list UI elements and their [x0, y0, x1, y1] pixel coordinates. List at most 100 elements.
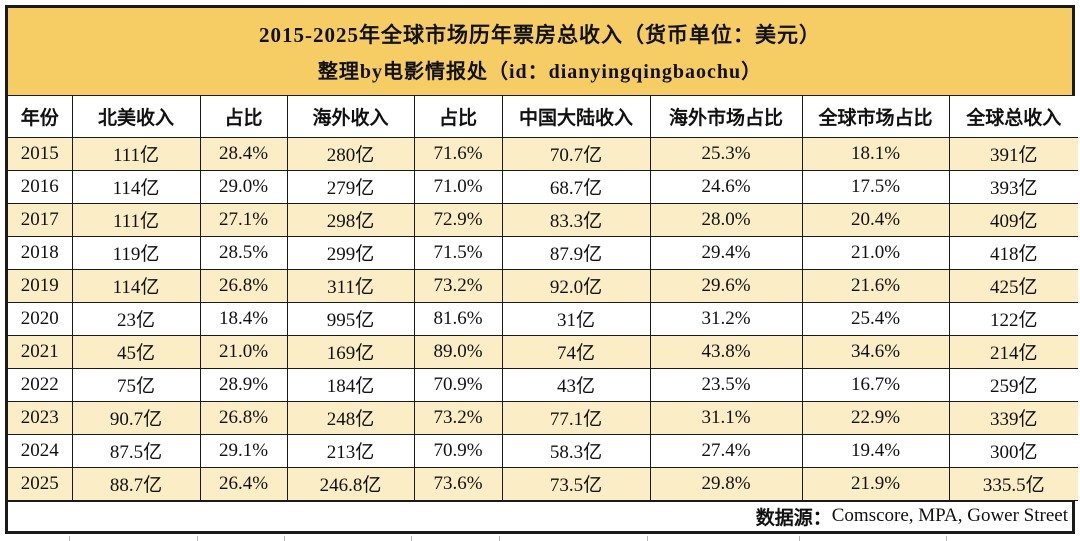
cell-2025-3: 246.8亿 — [286, 466, 415, 501]
cell-2022-0: 2022 — [8, 367, 73, 402]
cell-2022-8: 259亿 — [948, 367, 1078, 402]
cell-2016-0: 2016 — [8, 169, 73, 204]
table-row-2015: 2015 111亿 28.4% 280亿 71.6% 70.7亿 25.3% 18.1% 391… — [8, 136, 1078, 171]
box-office-table: 2015-2025年全球市场历年票房总收入（货币单位：美元） 整理by电影情报处… — [5, 5, 1078, 534]
cell-2015-6: 25.3% — [649, 136, 803, 171]
cell-2019-7: 21.6% — [801, 268, 950, 303]
gridline-tick — [647, 536, 648, 541]
cell-2016-3: 279亿 — [286, 169, 415, 204]
cell-2025-8: 335.5亿 — [948, 466, 1078, 501]
cell-2018-7: 21.0% — [801, 235, 950, 270]
cell-2017-5: 83.3亿 — [501, 202, 651, 237]
column-header-5: 中国大陆收入 — [501, 96, 651, 138]
table-row-2024: 2024 87.5亿 29.1% 213亿 70.9% 58.3亿 27.4% 19.4% 30… — [8, 433, 1078, 468]
gridline-tick — [946, 536, 947, 541]
cell-2015-5: 70.7亿 — [501, 136, 651, 171]
cell-2019-8: 425亿 — [948, 268, 1078, 303]
cell-2016-4: 71.0% — [413, 169, 503, 204]
cell-2023-4: 73.2% — [413, 400, 503, 435]
table-row-2019: 2019 114亿 26.8% 311亿 73.2% 92.0亿 29.6% 21.6% 425… — [8, 268, 1078, 303]
column-header-0: 年份 — [8, 96, 73, 138]
cell-2018-1: 119亿 — [71, 235, 201, 270]
cell-2023-5: 77.1亿 — [501, 400, 651, 435]
cell-2023-6: 31.1% — [649, 400, 803, 435]
cell-2017-6: 28.0% — [649, 202, 803, 237]
cell-2017-0: 2017 — [8, 202, 73, 237]
cell-2025-7: 21.9% — [801, 466, 950, 501]
gridline-tick — [499, 536, 500, 541]
cell-2025-6: 29.8% — [649, 466, 803, 501]
cell-2020-1: 23亿 — [71, 301, 201, 336]
gridline-tick — [197, 536, 198, 541]
cell-2017-2: 27.1% — [199, 202, 288, 237]
cell-2024-8: 300亿 — [948, 433, 1078, 468]
cell-2022-4: 70.9% — [413, 367, 503, 402]
cell-2025-5: 73.5亿 — [501, 466, 651, 501]
column-header-7: 全球市场占比 — [801, 96, 950, 138]
cell-2024-5: 58.3亿 — [501, 433, 651, 468]
cell-2018-3: 299亿 — [286, 235, 415, 270]
source-value: Comscore, MPA, Gower Street — [831, 505, 1068, 526]
cell-2021-2: 21.0% — [199, 334, 288, 369]
data-table: 年份 北美收入 占比 海外收入 占比 中国大陆收入 海外市场占比 全球市场占比 全球总收入 20… — [8, 96, 1078, 501]
cell-2016-1: 114亿 — [71, 169, 201, 204]
cell-2015-4: 71.6% — [413, 136, 503, 171]
table-header: 年份 北美收入 占比 海外收入 占比 中国大陆收入 海外市场占比 全球市场占比 全球总收入 — [8, 96, 1078, 138]
column-header-6: 海外市场占比 — [649, 96, 803, 138]
cell-2019-0: 2019 — [8, 268, 73, 303]
cell-2020-2: 18.4% — [199, 301, 288, 336]
cell-2021-7: 34.6% — [801, 334, 950, 369]
table-row-2021: 2021 45亿 21.0% 169亿 89.0% 74亿 43.8% 34.6% 214亿 — [8, 334, 1078, 369]
cell-2021-8: 214亿 — [948, 334, 1078, 369]
cell-2021-4: 89.0% — [413, 334, 503, 369]
cell-2015-0: 2015 — [8, 136, 73, 171]
table-body: 2015 111亿 28.4% 280亿 71.6% 70.7亿 25.3% 18.1% 391… — [8, 136, 1078, 501]
column-header-2: 占比 — [199, 96, 288, 138]
cell-2017-7: 20.4% — [801, 202, 950, 237]
cell-2018-6: 29.4% — [649, 235, 803, 270]
cell-2025-2: 26.4% — [199, 466, 288, 501]
cell-2021-3: 169亿 — [286, 334, 415, 369]
cell-2020-3: 995亿 — [286, 301, 415, 336]
cell-2017-8: 409亿 — [948, 202, 1078, 237]
cell-2019-5: 92.0亿 — [501, 268, 651, 303]
cell-2024-4: 70.9% — [413, 433, 503, 468]
cell-2015-3: 280亿 — [286, 136, 415, 171]
column-header-8: 全球总收入 — [948, 96, 1078, 138]
cell-2015-1: 111亿 — [71, 136, 201, 171]
cell-2024-2: 29.1% — [199, 433, 288, 468]
cell-2016-7: 17.5% — [801, 169, 950, 204]
cell-2019-3: 311亿 — [286, 268, 415, 303]
cell-2023-2: 26.8% — [199, 400, 288, 435]
cell-2020-6: 31.2% — [649, 301, 803, 336]
cell-2023-1: 90.7亿 — [71, 400, 201, 435]
cell-2017-1: 111亿 — [71, 202, 201, 237]
cell-2020-4: 81.6% — [413, 301, 503, 336]
cell-2024-3: 213亿 — [286, 433, 415, 468]
gridline-tick — [69, 536, 70, 541]
cell-2017-3: 298亿 — [286, 202, 415, 237]
cell-2020-7: 25.4% — [801, 301, 950, 336]
cell-2025-1: 88.7亿 — [71, 466, 201, 501]
cell-2018-5: 87.9亿 — [501, 235, 651, 270]
table-title: 2015-2025年全球市场历年票房总收入（货币单位：美元） — [259, 23, 821, 47]
cell-2021-0: 2021 — [8, 334, 73, 369]
cropped-next-row-gridlines — [5, 536, 1075, 541]
cell-2018-8: 418亿 — [948, 235, 1078, 270]
cell-2020-8: 122亿 — [948, 301, 1078, 336]
cell-2022-7: 16.7% — [801, 367, 950, 402]
cell-2018-2: 28.5% — [199, 235, 288, 270]
table-title-banner: 2015-2025年全球市场历年票房总收入（货币单位：美元） 整理by电影情报处… — [8, 8, 1072, 96]
cell-2015-2: 28.4% — [199, 136, 288, 171]
gridline-tick — [284, 536, 285, 541]
cell-2021-1: 45亿 — [71, 334, 201, 369]
column-header-4: 占比 — [413, 96, 503, 138]
cell-2019-6: 29.6% — [649, 268, 803, 303]
cell-2015-8: 391亿 — [948, 136, 1078, 171]
cell-2023-3: 248亿 — [286, 400, 415, 435]
cell-2022-1: 75亿 — [71, 367, 201, 402]
table-row-2022: 2022 75亿 28.9% 184亿 70.9% 43亿 23.5% 16.7% 259亿 — [8, 367, 1078, 402]
cell-2023-8: 339亿 — [948, 400, 1078, 435]
cell-2015-7: 18.1% — [801, 136, 950, 171]
